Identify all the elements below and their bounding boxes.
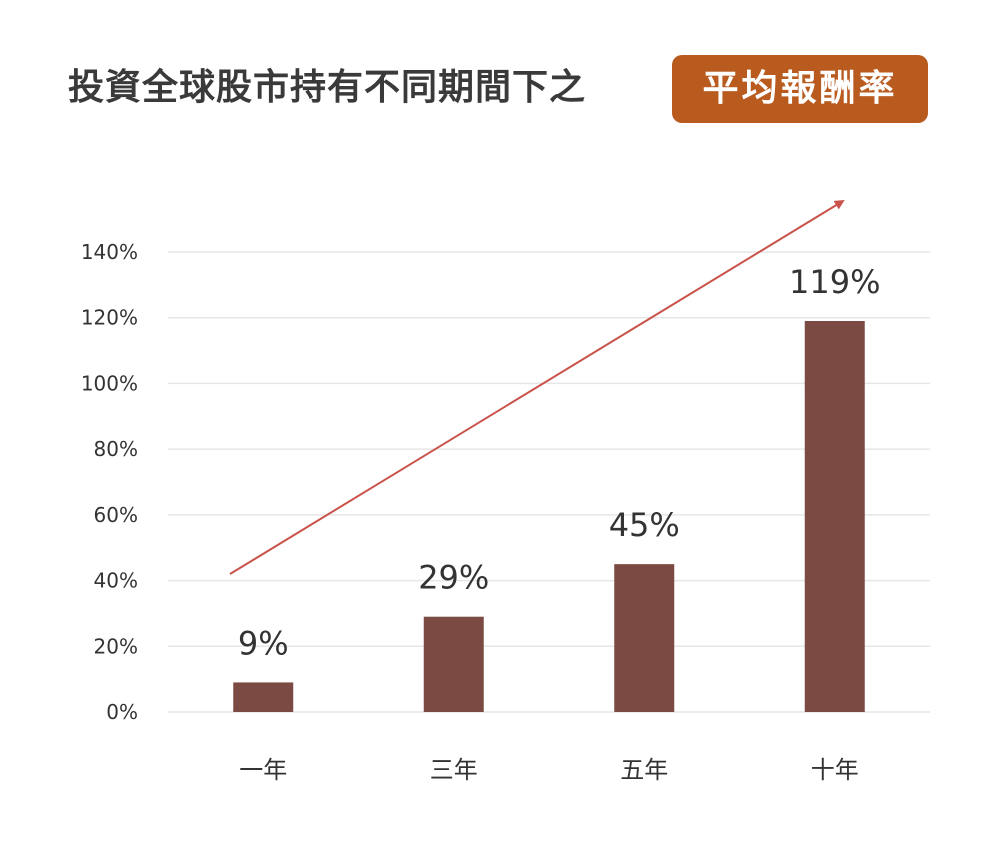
y-axis-ticks: 0% 20% 40% 60% 80% 100% 120% 140% [81, 240, 138, 724]
chart-title-badge: 平均報酬率 [672, 55, 928, 123]
x-axis-ticks: 一年 三年 五年 十年 [239, 756, 859, 784]
y-tick-label: 0% [106, 700, 138, 724]
bars [233, 321, 865, 712]
data-label: 29% [418, 559, 489, 597]
bar [614, 564, 675, 712]
bar [233, 682, 294, 712]
x-tick-label: 一年 [239, 756, 287, 784]
x-tick-label: 十年 [811, 756, 859, 784]
data-label: 9% [238, 624, 289, 662]
chart-title: 投資全球股市持有不同期間下之 [68, 67, 587, 108]
y-tick-label: 40% [94, 569, 138, 593]
data-label: 45% [609, 506, 680, 544]
y-tick-label: 20% [94, 634, 138, 658]
y-tick-label: 100% [81, 371, 138, 395]
bar [804, 321, 865, 712]
y-tick-label: 80% [94, 437, 138, 461]
x-tick-label: 五年 [620, 756, 668, 784]
bar [423, 616, 484, 712]
data-labels: 9% 29% 45% 119% [238, 263, 881, 662]
x-tick-label: 三年 [430, 756, 478, 784]
data-label: 119% [789, 263, 880, 301]
y-tick-label: 140% [81, 240, 138, 264]
y-tick-label: 60% [94, 503, 138, 527]
gridlines [168, 251, 930, 713]
trend-arrow [229, 199, 845, 575]
y-tick-label: 120% [81, 306, 138, 330]
